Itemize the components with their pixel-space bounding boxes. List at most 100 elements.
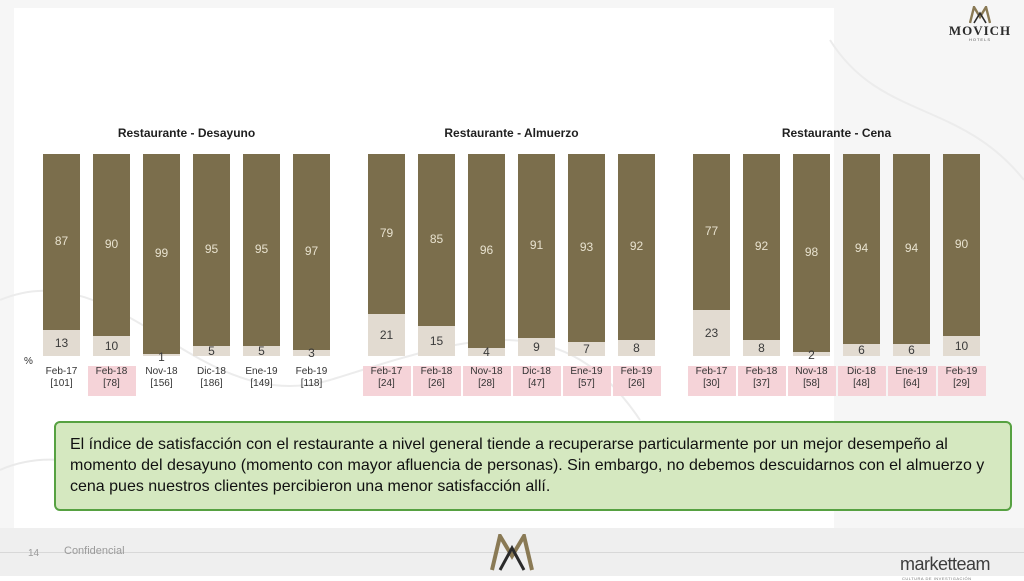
x-tick-category: Feb-17 [695,366,728,377]
data-label-unsatisfied: 9 [533,340,540,354]
data-label-unsatisfied: 7 [583,342,590,356]
x-tick-base: [26] [428,378,445,389]
x-tick-label: Ene-19 [64] [887,366,936,396]
x-tick-base: [57] [578,378,595,389]
x-tick-category: Nov-18 [145,366,178,377]
x-tick-label: Feb-18 [26] [412,366,461,396]
movich-footer-monogram-icon [490,534,534,571]
footer: 14 Confidencial marketteam CULTURA DE IN… [0,530,1024,581]
x-tick-label: Nov-18 [58] [787,366,836,396]
bar-segment-unsatisfied [693,310,730,356]
bar-segment-unsatisfied [518,338,555,356]
data-label-satisfied: 93 [579,240,594,254]
data-label-satisfied: 98 [804,245,819,259]
bar-segment-unsatisfied [368,314,405,356]
bar-restaurante-cena-feb-18: 92 8 [743,154,780,356]
data-label-unsatisfied: 21 [379,328,394,342]
x-tick-category: Feb-19 [945,366,978,377]
data-label-unsatisfied: 13 [54,336,69,350]
data-label-satisfied: 77 [704,224,719,238]
data-label-satisfied: 94 [854,241,869,255]
bar-segment-unsatisfied [193,346,230,356]
bar-segment-satisfied [893,154,930,344]
x-tick-label: Feb-17 [101] [38,366,86,396]
x-tick-category: Feb-19 [295,366,328,377]
bar-restaurante-almuerzo-ene-19: 93 7 [568,154,605,356]
x-tick-base: [58] [803,378,820,389]
bar-restaurante-desayuno-ene-19: 95 5 [243,154,280,358]
bar-segment-unsatisfied [93,336,130,356]
brand-sub: HOTELS [968,37,991,42]
data-label-satisfied: 92 [754,239,769,253]
x-tick-base: [64] [903,378,920,389]
bar-segment-satisfied [943,154,980,336]
data-label-satisfied: 90 [954,237,969,251]
data-label-satisfied: 94 [904,241,919,255]
bar-restaurante-cena-feb-17: 77 23 [693,154,730,356]
bar-segment-satisfied [568,154,605,342]
x-tick-label: Nov-18 [156] [138,366,186,396]
x-tick-category: Feb-18 [745,366,778,377]
bar-segment-satisfied [93,154,130,336]
data-label-unsatisfied: 6 [908,343,915,357]
data-label-unsatisfied: 15 [429,334,444,348]
bar-segment-unsatisfied [43,330,80,356]
x-tick-category: Feb-18 [420,366,453,377]
bar-restaurante-almuerzo-nov-18: 96 4 [468,154,505,359]
x-tick-category: Ene-19 [895,366,928,377]
movich-monogram-icon [969,6,991,24]
data-label-satisfied: 92 [629,239,644,253]
bar-segment-satisfied [693,154,730,310]
x-tick-category: Feb-17 [370,366,403,377]
charts-area: Restaurante - Desayuno 87 13 Feb-17 [101] 90 1… [38,126,986,396]
movich-logo: MOVICH HOTELS [940,6,1020,46]
x-tick-label: Feb-18 [78] [87,366,136,396]
x-tick-category: Dic-18 [522,366,551,377]
bar-segment-unsatisfied [743,340,780,356]
bar-segment-satisfied [43,154,80,330]
x-tick-base: [118] [300,378,323,389]
data-label-unsatisfied: 2 [808,348,815,362]
data-label-satisfied: 97 [304,244,319,258]
data-label-unsatisfied: 10 [104,339,119,353]
bar-restaurante-desayuno-feb-17: 87 13 [43,154,80,356]
bar-segment-satisfied [368,154,405,314]
bar-segment-unsatisfied [618,340,655,356]
bar-segment-satisfied [468,154,505,348]
bar-segment-unsatisfied [843,344,880,356]
x-tick-label: Feb-18 [37] [737,366,786,396]
x-tick-label: Ene-19 [149] [238,366,286,396]
data-label-unsatisfied: 5 [258,344,265,358]
bar-restaurante-cena-nov-18: 98 2 [793,154,830,362]
data-label-unsatisfied: 4 [483,345,490,359]
data-label-satisfied: 96 [479,243,494,257]
x-tick-base: [48] [853,378,870,389]
bar-restaurante-cena-dic-18: 94 6 [843,154,880,357]
bar-restaurante-desayuno-feb-18: 90 10 [93,154,130,356]
data-label-satisfied: 95 [254,242,269,256]
data-label-satisfied: 90 [104,237,119,251]
bar-segment-unsatisfied [293,350,330,356]
bar-segment-unsatisfied [418,326,455,356]
x-tick-base: [47] [528,378,545,389]
data-label-satisfied: 95 [204,242,219,256]
agency-name: marketteam [900,554,991,574]
chart-title-restaurante-almuerzo: Restaurante - Almuerzo [444,126,579,140]
bar-restaurante-almuerzo-dic-18: 91 9 [518,154,555,356]
data-label-unsatisfied: 1 [158,350,165,364]
data-label-unsatisfied: 23 [704,326,719,340]
bar-segment-unsatisfied [793,352,830,356]
x-tick-base: [37] [753,378,770,389]
data-label-unsatisfied: 3 [308,346,315,360]
data-label-unsatisfied: 10 [954,339,969,353]
bar-segment-satisfied [243,154,280,346]
x-tick-base: [26] [628,378,645,389]
x-tick-label: Dic-18 [186] [188,366,236,396]
chart-title-restaurante-cena: Restaurante - Cena [781,126,892,140]
bar-segment-unsatisfied [243,346,280,356]
x-tick-base: [28] [478,378,495,389]
insight-text: El índice de satisfacción con el restaur… [70,436,985,495]
bar-segment-unsatisfied [893,344,930,356]
x-tick-label: Feb-19 [29] [937,366,986,396]
bar-restaurante-desayuno-nov-18: 99 1 [143,154,180,364]
